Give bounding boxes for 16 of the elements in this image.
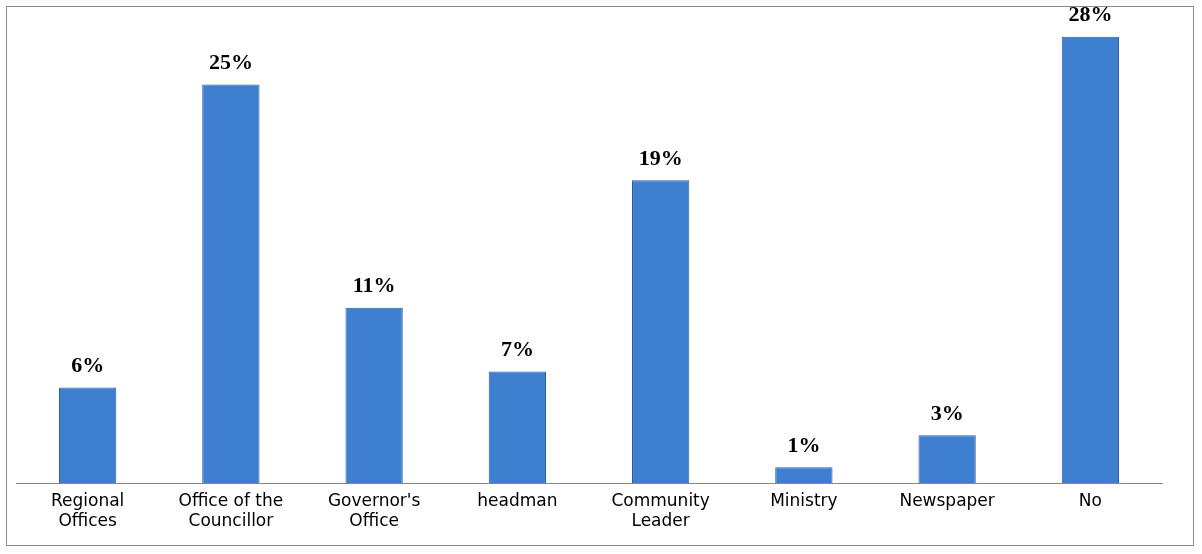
data-label: 1% [787,431,821,457]
x-tick-label: Newspaper [899,489,995,510]
x-tick-label: Office of the Councillor [178,489,284,531]
data-label: 19% [638,144,683,170]
data-label: 28% [1068,1,1113,27]
x-tick-label: Ministry [770,489,838,510]
data-label: 6% [71,352,105,378]
data-label: 3% [930,400,964,426]
data-label: 25% [208,49,253,75]
x-tick-label: Governor's Office [327,489,421,531]
x-tick-label: No [1078,489,1102,510]
data-label: 11% [352,272,396,298]
x-tick-label: Community Leader [611,489,710,531]
data-label: 7% [500,336,534,362]
x-tick-label: Regional Offices [50,489,125,531]
x-tick-label: headman [477,489,558,510]
